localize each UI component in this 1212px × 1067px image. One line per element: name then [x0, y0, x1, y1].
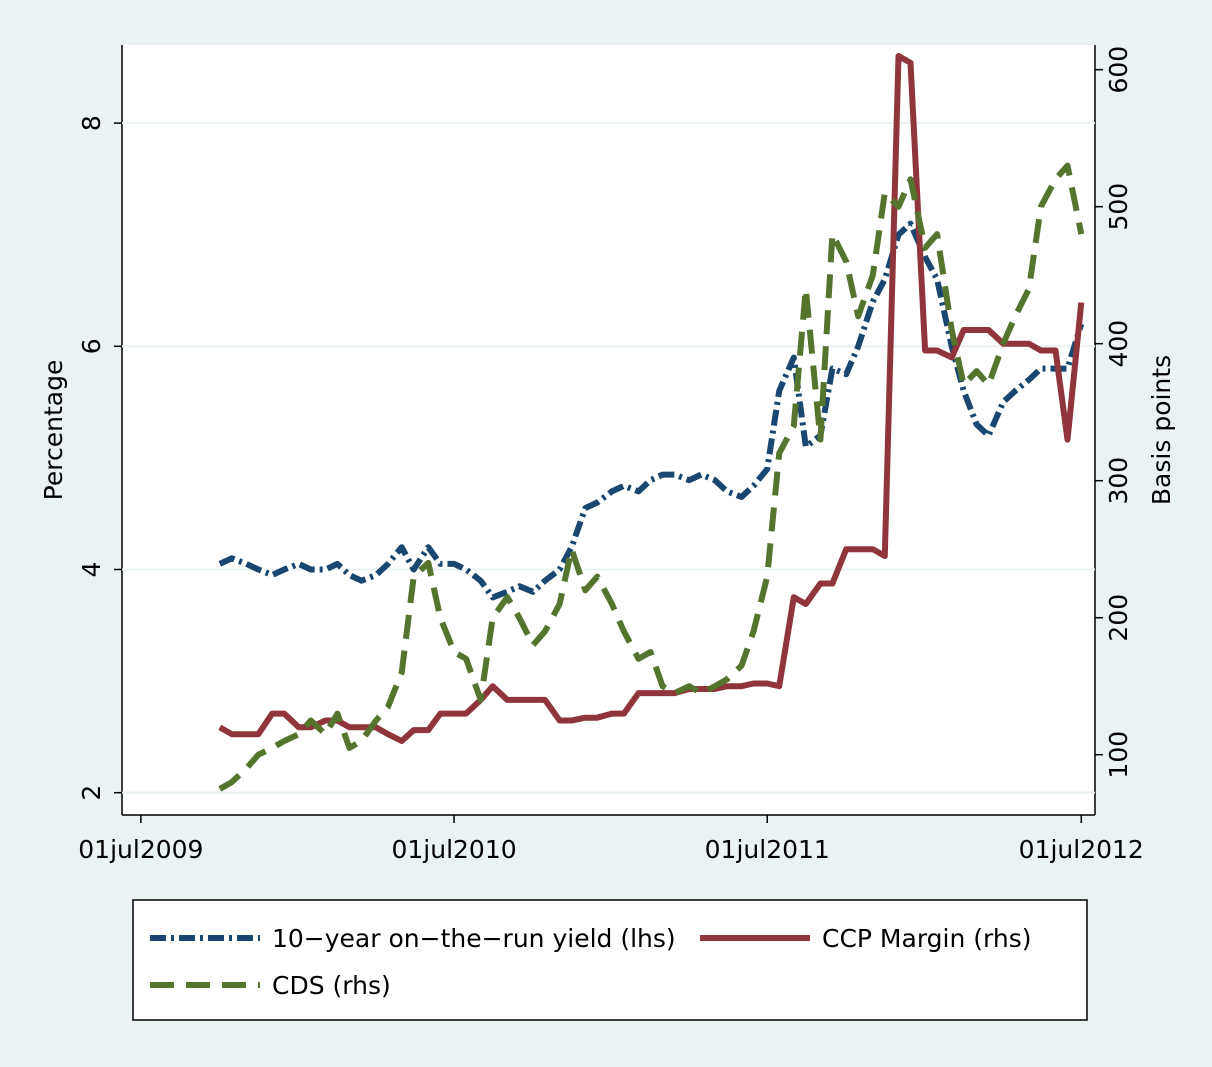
- x-tick-label: 01jul2012: [1019, 835, 1144, 864]
- legend-label: 10−year on−the−run yield (lhs): [272, 924, 676, 953]
- x-tick-label: 01jul2011: [705, 835, 830, 864]
- y-tick-label: 6: [77, 338, 106, 354]
- y-tick-label: 2: [77, 785, 106, 801]
- y2-tick-label: 500: [1104, 183, 1133, 231]
- y2-tick-label: 600: [1104, 46, 1133, 94]
- y-tick-label: 8: [77, 115, 106, 131]
- x-tick-label: 01jul2009: [78, 835, 203, 864]
- y2-tick-label: 300: [1104, 457, 1133, 505]
- y-axis-title: Percentage: [39, 360, 68, 501]
- legend-label: CCP Margin (rhs): [822, 924, 1032, 953]
- plot-area: [122, 45, 1095, 815]
- legend: [132, 899, 1088, 1021]
- y2-axis-title: Basis points: [1147, 355, 1176, 505]
- y-tick-label: 4: [77, 562, 106, 578]
- legend-label: CDS (rhs): [272, 971, 391, 1000]
- series-line: [218, 162, 1085, 792]
- series-line: [218, 220, 1085, 601]
- x-tick-label: 01jul2010: [391, 835, 516, 864]
- y2-tick-label: 400: [1104, 320, 1133, 368]
- y2-tick-label: 200: [1104, 594, 1133, 642]
- series-line: [218, 53, 1085, 744]
- y2-tick-label: 100: [1104, 731, 1133, 779]
